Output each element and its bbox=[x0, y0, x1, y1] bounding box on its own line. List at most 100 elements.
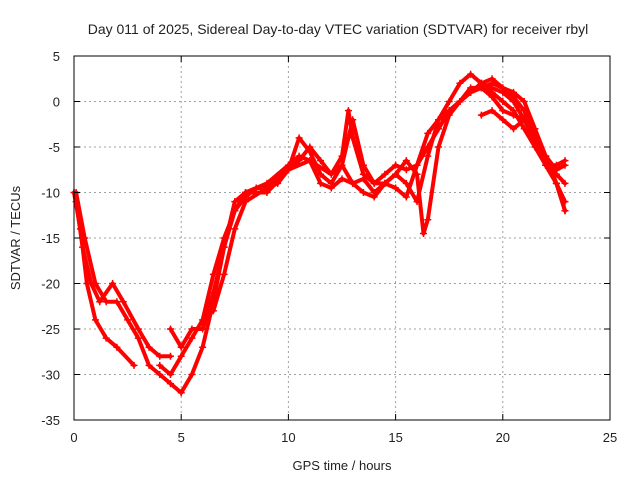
x-tick-label: 10 bbox=[281, 430, 295, 445]
data-point-marker bbox=[359, 170, 367, 178]
series-track-2 bbox=[72, 198, 174, 360]
data-point-marker bbox=[209, 307, 217, 315]
data-point-marker bbox=[552, 179, 560, 187]
data-point-marker bbox=[317, 157, 325, 165]
data-point-marker bbox=[109, 280, 117, 287]
series-line bbox=[211, 72, 567, 313]
y-tick-label: -5 bbox=[48, 140, 60, 155]
data-point-marker bbox=[510, 125, 518, 133]
data-point-marker bbox=[177, 352, 185, 360]
data-point-marker bbox=[413, 161, 421, 169]
data-point-marker bbox=[488, 88, 496, 96]
data-point-marker bbox=[402, 157, 410, 165]
data-point-marker bbox=[445, 98, 453, 105]
data-point-marker bbox=[130, 361, 138, 369]
data-point-marker bbox=[166, 325, 174, 333]
data-point-marker bbox=[81, 234, 89, 242]
data-point-marker bbox=[531, 134, 539, 142]
data-point-marker bbox=[359, 189, 367, 196]
y-tick-label: -35 bbox=[41, 413, 60, 428]
data-point-marker bbox=[166, 380, 174, 388]
x-tick-label: 25 bbox=[603, 430, 617, 445]
data-point-marker bbox=[467, 70, 475, 78]
data-point-marker bbox=[102, 298, 110, 306]
x-tick-label: 20 bbox=[496, 430, 510, 445]
data-point-marker bbox=[520, 125, 528, 133]
data-point-marker bbox=[96, 298, 104, 306]
data-point-marker bbox=[370, 179, 378, 187]
data-point-marker bbox=[392, 184, 400, 192]
data-point-marker bbox=[499, 84, 507, 92]
data-point-marker bbox=[284, 166, 292, 174]
x-axis-label: GPS time / hours bbox=[293, 458, 392, 473]
plot-frame bbox=[73, 55, 611, 421]
data-point-marker bbox=[102, 334, 110, 342]
y-tick-label: -15 bbox=[41, 231, 60, 246]
data-point-marker bbox=[113, 298, 121, 306]
axis-ticks: 0 5 10 15 20 25 -35 -30 -25 -20 -15 -10 -5 0 5 bbox=[41, 49, 617, 445]
data-point-marker bbox=[445, 107, 453, 115]
data-point-marker bbox=[134, 334, 142, 342]
data-point-marker bbox=[561, 207, 569, 215]
data-point-marker bbox=[349, 116, 357, 124]
data-point-marker bbox=[413, 170, 421, 178]
data-point-marker bbox=[188, 371, 196, 378]
data-point-marker bbox=[477, 111, 485, 119]
data-point-marker bbox=[338, 161, 346, 169]
data-point-marker bbox=[477, 79, 485, 87]
data-point-marker bbox=[263, 184, 271, 192]
data-point-marker bbox=[231, 198, 239, 206]
y-tick-label: 0 bbox=[53, 95, 60, 110]
data-point-marker bbox=[419, 229, 427, 237]
data-point-marker bbox=[349, 179, 357, 187]
data-point-marker bbox=[188, 334, 196, 342]
data-point-marker bbox=[119, 298, 127, 306]
y-tick-label: -30 bbox=[41, 368, 60, 383]
data-point-marker bbox=[510, 88, 518, 96]
data-point-marker bbox=[220, 243, 228, 251]
data-point-marker bbox=[456, 79, 464, 87]
data-point-marker bbox=[91, 316, 99, 324]
data-point-marker bbox=[424, 152, 432, 160]
data-point-marker bbox=[499, 107, 507, 115]
data-point-marker bbox=[434, 125, 442, 133]
data-point-marker bbox=[520, 98, 528, 105]
data-point-marker bbox=[434, 116, 442, 124]
data-point-marker bbox=[424, 129, 432, 137]
data-point-marker bbox=[510, 98, 518, 105]
data-point-marker bbox=[488, 107, 496, 115]
data-point-marker bbox=[177, 389, 185, 397]
data-point-marker bbox=[381, 179, 389, 187]
data-point-marker bbox=[166, 371, 174, 378]
data-point-marker bbox=[520, 116, 528, 124]
data-point-marker bbox=[488, 75, 496, 83]
y-axis-label: SDTVAR / TECUs bbox=[8, 185, 23, 290]
series-line bbox=[436, 76, 567, 204]
data-point-marker bbox=[392, 161, 400, 169]
series-line bbox=[157, 81, 567, 377]
data-point-marker bbox=[402, 179, 410, 187]
data-point-marker bbox=[209, 289, 217, 297]
data-point-marker bbox=[295, 152, 303, 160]
chart-title: Day 011 of 2025, Sidereal Day-to-day VTE… bbox=[88, 21, 589, 37]
data-point-marker bbox=[317, 170, 325, 178]
series-line bbox=[74, 199, 173, 359]
data-point-marker bbox=[134, 325, 142, 333]
data-point-marker bbox=[402, 166, 410, 174]
x-tick-label: 15 bbox=[388, 430, 402, 445]
data-point-marker bbox=[220, 270, 228, 278]
data-point-marker bbox=[156, 352, 164, 360]
data-point-marker bbox=[327, 170, 335, 178]
data-point-marker bbox=[199, 343, 207, 351]
data-point-marker bbox=[231, 225, 239, 233]
series-track-6 bbox=[209, 70, 569, 315]
data-point-marker bbox=[359, 161, 367, 169]
data-point-marker bbox=[145, 361, 153, 369]
data-point-marker bbox=[177, 343, 185, 351]
data-point-marker bbox=[166, 352, 174, 360]
data-point-marker bbox=[306, 148, 314, 156]
data-point-marker bbox=[561, 179, 569, 187]
data-point-marker bbox=[381, 170, 389, 178]
data-point-marker bbox=[242, 189, 250, 196]
